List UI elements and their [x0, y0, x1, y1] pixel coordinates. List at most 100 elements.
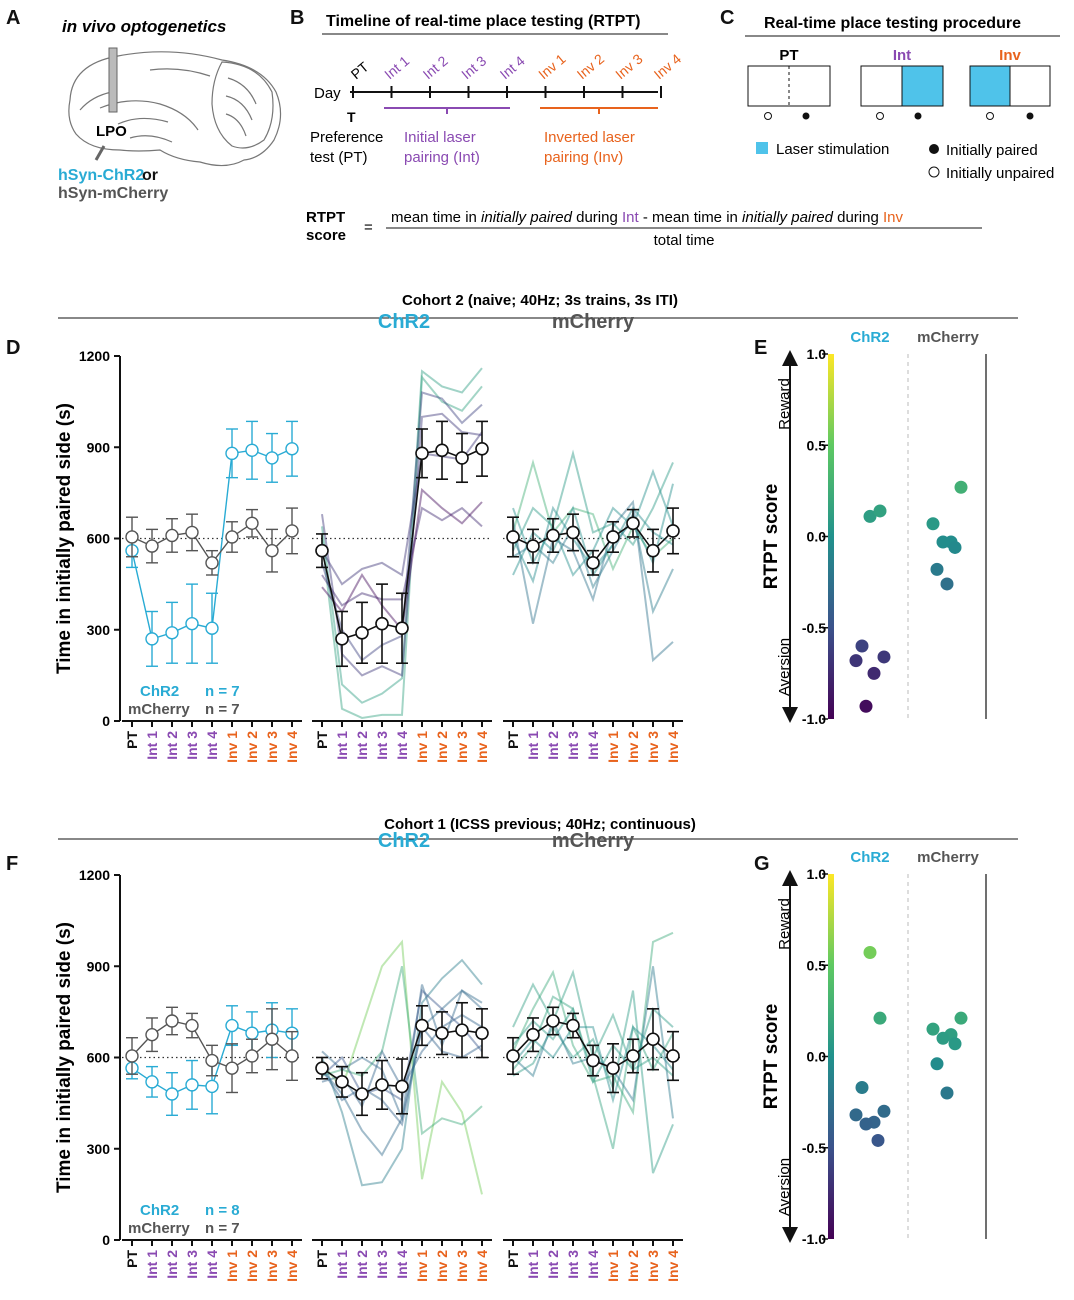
- x-tick-label: Int 4: [585, 1250, 601, 1279]
- x-tick-label: Int 1: [525, 1250, 541, 1279]
- score-axis-title: RTPT score: [761, 484, 782, 590]
- colorbar: [828, 354, 834, 719]
- x-tick-label: Inv 1: [224, 1250, 240, 1282]
- int-laser-side: [901, 65, 944, 107]
- score-tick-label: -0.5: [802, 620, 826, 636]
- pref-test-line1: Preference: [310, 129, 383, 146]
- score-mcherry-label: mCherry: [917, 329, 979, 346]
- label-or: or: [142, 167, 158, 184]
- legend-chr2-n: n = 8: [205, 1202, 240, 1219]
- mean-point: [526, 1027, 540, 1042]
- x-tick-label: Inv 3: [264, 1250, 280, 1282]
- aversion-label: Aversion: [776, 1158, 793, 1216]
- formula-lhs-line2: score: [306, 227, 346, 244]
- cohort2-title: Cohort 2 (naive; 40Hz; 3s trains, 3s ITI…: [402, 292, 678, 309]
- x-tick-label: PT: [505, 731, 521, 749]
- y-axis-title: Time in initially paired side (s): [54, 922, 75, 1193]
- mcherry-score-point: [926, 517, 940, 531]
- score-tick-label: 1.0: [807, 866, 827, 882]
- mcherry-mean-point: [145, 1027, 159, 1042]
- mean-point: [455, 451, 469, 465]
- mcherry-mean-point: [185, 525, 199, 540]
- int-paired-dot: [914, 112, 922, 120]
- timeline-day-label: Inv 3: [612, 50, 646, 82]
- inv-laser-side: [969, 65, 1011, 107]
- individual-trace: [512, 511, 674, 615]
- mcherry-mean-point: [125, 1049, 139, 1063]
- mcherry-mean-point: [265, 543, 279, 558]
- mean-point: [626, 1049, 640, 1063]
- paired-legend-label: Initially paired: [946, 142, 1038, 159]
- legend-mcherry-n: n = 7: [205, 701, 240, 718]
- individual-trace: [321, 367, 483, 704]
- x-tick-label: Inv 2: [244, 731, 260, 763]
- y-tick-label: 0: [102, 1232, 110, 1248]
- x-tick-label: Int 1: [525, 731, 541, 760]
- score-tick-label: -1.0: [802, 711, 826, 727]
- individual-trace: [512, 931, 674, 1116]
- x-tick-label: Inv 4: [474, 1250, 490, 1282]
- int-pairing-line1: Initial laser: [404, 129, 476, 146]
- pref-test-line2: test (PT): [310, 149, 368, 166]
- x-tick-label: Int 2: [545, 1250, 561, 1279]
- chr2-score-point: [855, 1081, 869, 1095]
- mcherry-score-point: [936, 1031, 950, 1045]
- individual-trace: [321, 506, 483, 607]
- score-mcherry-label: mCherry: [917, 849, 979, 866]
- mean-point: [395, 621, 409, 636]
- reward-label: Reward: [776, 898, 793, 950]
- paired-legend-marker: [929, 144, 939, 154]
- mcherry-score-point: [940, 1086, 954, 1100]
- mcherry-score-point: [926, 1022, 940, 1036]
- y-tick-label: 1200: [79, 348, 110, 364]
- panel-a: A in vivo optogenetics LPO hSyn-ChR2 or …: [6, 7, 282, 202]
- chr2-score-point: [849, 1108, 863, 1122]
- mean-point: [606, 530, 620, 544]
- x-tick-label: Int 2: [164, 731, 180, 760]
- timeline-day-label: Inv 1: [535, 50, 569, 82]
- x-tick-label: Inv 2: [434, 1250, 450, 1282]
- mcherry-mean-point: [285, 524, 299, 538]
- chr2-score-point: [873, 1011, 887, 1025]
- rtpt-formula: RTPT score = mean time in initially pair…: [306, 209, 982, 249]
- colorbar: [828, 874, 834, 1239]
- inv-bracket: [540, 107, 658, 114]
- mcherry-mean-point: [225, 530, 239, 544]
- mean-point: [546, 1014, 560, 1028]
- cohort1-title: Cohort 1 (ICSS previous; 40Hz; continuou…: [384, 816, 696, 833]
- individual-trace: [512, 499, 674, 663]
- x-tick-label: Inv 2: [625, 1250, 641, 1282]
- x-tick-label: Inv 2: [625, 731, 641, 763]
- formula-numerator: mean time in initially paired during Int…: [391, 209, 903, 226]
- score-tick-label: -1.0: [802, 1231, 826, 1247]
- x-tick-label: Inv 1: [605, 1250, 621, 1282]
- legend-chr2-label: ChR2: [140, 683, 179, 700]
- legend-mcherry-label: mCherry: [128, 1220, 190, 1237]
- mean-point: [646, 543, 660, 558]
- pt-paired-dot: [802, 112, 810, 120]
- mcherry-mean-point: [225, 1061, 239, 1075]
- x-tick-label: Int 4: [204, 1250, 220, 1279]
- x-tick-label: Inv 3: [454, 731, 470, 763]
- mean-point: [375, 1078, 389, 1092]
- mcherry-score-point: [948, 540, 962, 554]
- mcherry-mean-point: [205, 1053, 219, 1068]
- score-tick-label: 0.0: [807, 1049, 827, 1065]
- chr2-mean-point: [165, 1087, 179, 1101]
- unpaired-legend-marker: [928, 166, 940, 178]
- x-tick-label: Int 3: [374, 731, 390, 760]
- mcherry-mean-point: [245, 1049, 259, 1063]
- chr2-mean-point: [205, 621, 219, 635]
- chr2-score-point: [849, 654, 863, 668]
- mcherry-individual-panel: PT Int 1 Int 2 Int 3 Int 4 Inv 1 Inv 2 Inv 3 Inv…: [503, 830, 683, 1282]
- region-label-lpo: LPO: [96, 123, 127, 140]
- chr2-mean-point: [245, 1026, 259, 1040]
- x-tick-label: Inv 2: [434, 731, 450, 763]
- aversion-label: Aversion: [776, 638, 793, 696]
- panel-c: C Real-time place testing procedure PT I…: [720, 7, 1060, 182]
- mean-point: [395, 1079, 409, 1094]
- x-tick-label: Int 1: [334, 731, 350, 760]
- x-tick-label: Inv 4: [284, 731, 300, 763]
- x-tick-label: Int 1: [144, 731, 160, 760]
- legend-chr2-label: ChR2: [140, 1202, 179, 1219]
